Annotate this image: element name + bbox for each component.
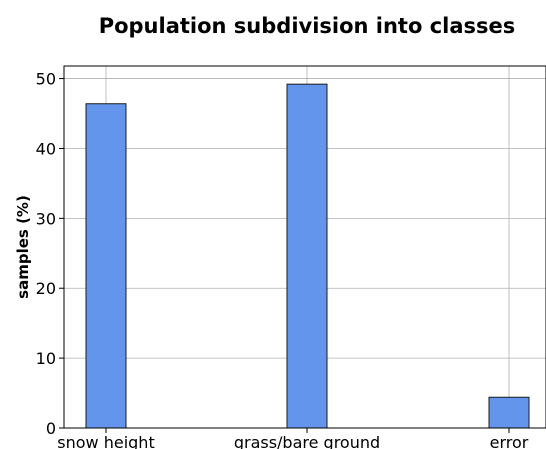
bar-error [488,396,530,429]
y-tick-label: 40 [36,139,56,158]
chart-title: Population subdivision into classes [99,14,516,38]
x-tick-label: snow height [57,433,154,449]
y-tick-label: 50 [36,70,56,89]
bar-grass-bare-ground [286,83,328,429]
y-ticks: 0 10 20 30 40 50 [36,70,64,438]
bar-snow-height [85,103,127,429]
y-tick-label: 10 [36,349,56,368]
x-ticks: snow height grass/bare ground error [57,428,529,449]
bars [85,83,530,429]
x-tick-label: error [490,433,529,449]
x-tick-label: grass/bare ground [234,433,380,449]
y-tick-label: 30 [36,209,56,228]
y-tick-label: 0 [46,419,56,438]
plot-frame [63,65,546,429]
y-tick-label: 20 [36,279,56,298]
y-axis-label: samples (%) [14,195,32,299]
